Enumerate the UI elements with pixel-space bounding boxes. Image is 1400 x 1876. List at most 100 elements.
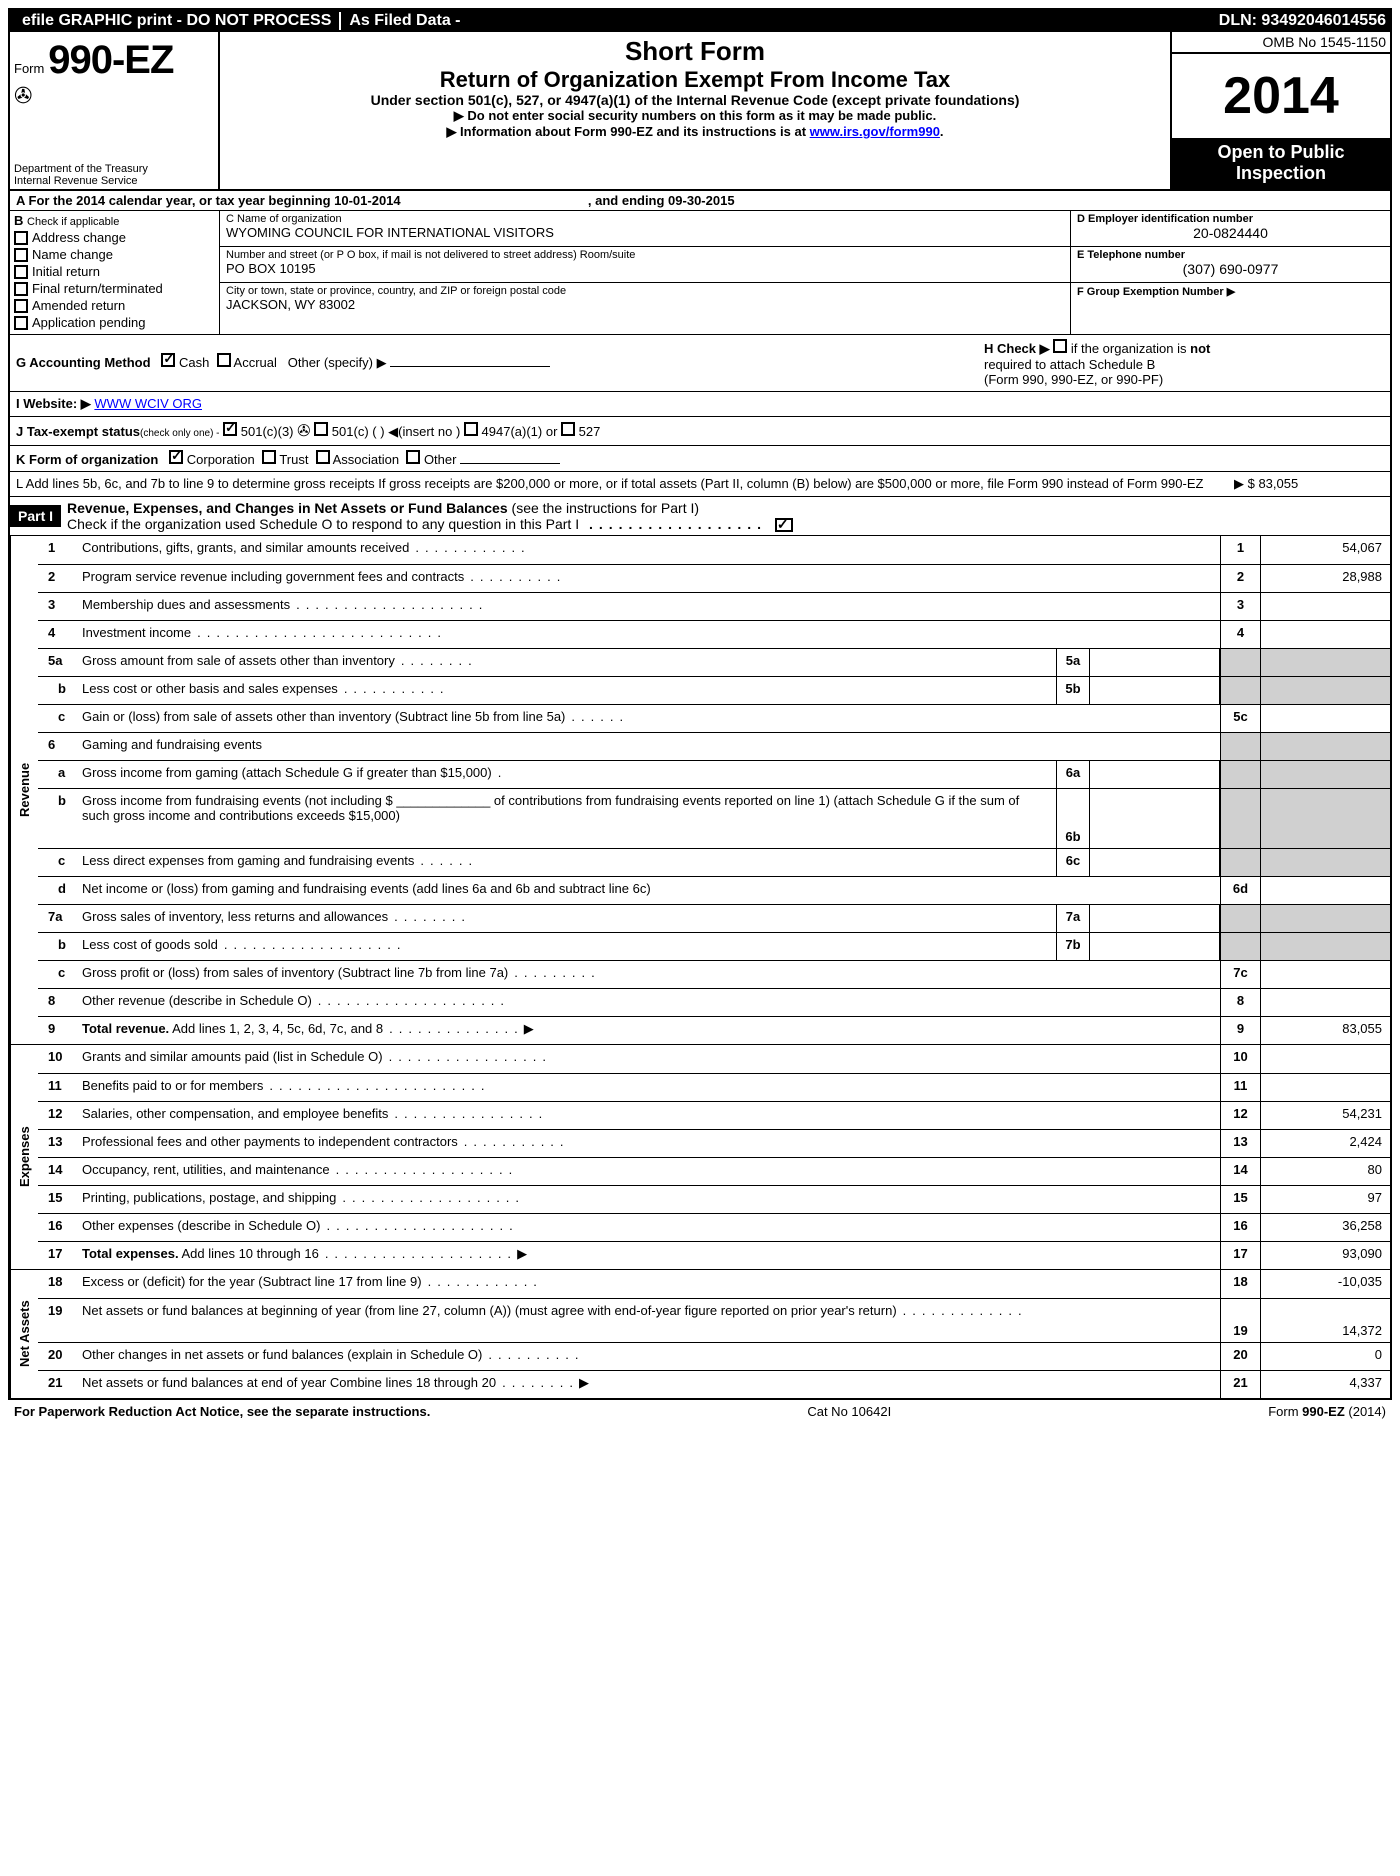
org-name-cell: C Name of organization WYOMING COUNCIL F… <box>220 211 1070 247</box>
checkbox-icon[interactable] <box>14 299 28 313</box>
footer-left: For Paperwork Reduction Act Notice, see … <box>14 1404 430 1419</box>
line-17: 17 Total expenses. Add lines 10 through … <box>38 1241 1390 1269</box>
part1-label: Part I <box>10 505 61 527</box>
line-5c: c Gain or (loss) from sale of assets oth… <box>38 704 1390 732</box>
street-cell: Number and street (or P O box, if mail i… <box>220 247 1070 283</box>
checkbox-h[interactable] <box>1053 339 1067 353</box>
note-info-pre: ▶ Information about Form 990-EZ and its … <box>446 124 809 139</box>
h-post1: if the organization is <box>1071 341 1187 356</box>
line-4: 4 Investment income.....................… <box>38 620 1390 648</box>
section-j: J Tax-exempt status(check only one) - 50… <box>10 417 1390 446</box>
checkbox-501c[interactable] <box>314 422 328 436</box>
line-10: 10 Grants and similar amounts paid (list… <box>38 1045 1390 1073</box>
checkbox-icon[interactable] <box>14 316 28 330</box>
dln-label: DLN: 93492046014556 <box>1219 12 1386 30</box>
topbar: efile GRAPHIC print - DO NOT PROCESS As … <box>10 10 1390 32</box>
line-7c: c Gross profit or (loss) from sales of i… <box>38 960 1390 988</box>
grp-cell: F Group Exemption Number ▶ <box>1071 283 1390 319</box>
g-accrual: Accrual <box>234 355 277 370</box>
line-5b: b Less cost or other basis and sales exp… <box>38 676 1390 704</box>
checkbox-icon[interactable] <box>14 265 28 279</box>
form-title: Return of Organization Exempt From Incom… <box>230 67 1160 92</box>
line-7a: 7a Gross sales of inventory, less return… <box>38 904 1390 932</box>
asfiled-label: As Filed Data - <box>341 12 468 30</box>
l-amount: ▶ $ 83,055 <box>1224 476 1384 492</box>
g-other: Other (specify) ▶ <box>288 355 387 370</box>
col-b-subtitle: Check if applicable <box>27 216 119 228</box>
line-7b: b Less cost of goods sold...............… <box>38 932 1390 960</box>
part1-title-sub: (see the instructions for Part I) <box>512 500 700 516</box>
org-name-value: WYOMING COUNCIL FOR INTERNATIONAL VISITO… <box>226 225 1064 240</box>
omb-number: OMB No 1545-1150 <box>1172 32 1390 54</box>
footer-right: Form 990-EZ (2014) <box>1268 1404 1386 1419</box>
chk-name: Name change <box>14 247 215 262</box>
checkbox-other[interactable] <box>406 450 420 464</box>
checkbox-corp[interactable] <box>169 450 183 464</box>
form-container: efile GRAPHIC print - DO NOT PROCESS As … <box>8 8 1392 1400</box>
open-line2: Inspection <box>1236 163 1326 183</box>
form-number: 990-EZ <box>48 38 173 82</box>
checkbox-icon[interactable] <box>14 231 28 245</box>
street-label: Number and street (or P O box, if mail i… <box>226 249 1064 261</box>
netassets-lines: 18 Excess or (deficit) for the year (Sub… <box>38 1270 1390 1398</box>
city-value: JACKSON, WY 83002 <box>226 297 1064 312</box>
checkbox-cash[interactable] <box>161 353 175 367</box>
vtab-revenue: Revenue <box>10 536 38 1044</box>
checkbox-schedule-o[interactable] <box>775 518 793 532</box>
k-opt3: Association <box>333 452 399 467</box>
line-12: 12 Salaries, other compensation, and emp… <box>38 1101 1390 1129</box>
ein-label: D Employer identification number <box>1077 213 1384 225</box>
section-gh: G Accounting Method Cash Accrual Other (… <box>10 335 1390 392</box>
j-sub: (check only one) - <box>140 428 219 439</box>
info-row: B Check if applicable Address change Nam… <box>10 211 1390 335</box>
h-pre: H Check ▶ <box>984 341 1050 356</box>
row-a-pre: A For the 2014 calendar year, or tax yea… <box>16 193 401 208</box>
checkbox-icon[interactable] <box>14 248 28 262</box>
checkbox-527[interactable] <box>561 422 575 436</box>
line-5a: 5a Gross amount from sale of assets othe… <box>38 648 1390 676</box>
h-line3: (Form 990, 990-EZ, or 990-PF) <box>984 372 1163 387</box>
website-link[interactable]: WWW WCIV ORG <box>94 396 202 411</box>
row-a-mid: , and ending 09-30-2015 <box>588 193 735 208</box>
checkbox-accrual[interactable] <box>217 353 231 367</box>
g-label: G Accounting Method <box>16 355 151 370</box>
j-opt4: 527 <box>579 424 601 439</box>
street-value: PO BOX 10195 <box>226 261 1064 276</box>
tel-cell: E Telephone number (307) 690-0977 <box>1071 247 1390 283</box>
open-inspection: Open to Public Inspection <box>1172 138 1390 189</box>
part1-header-row: Part I Revenue, Expenses, and Changes in… <box>10 497 1390 536</box>
netassets-section: Net Assets 18 Excess or (deficit) for th… <box>10 1270 1390 1398</box>
j-opt3: 4947(a)(1) or <box>482 424 558 439</box>
ein-cell: D Employer identification number 20-0824… <box>1071 211 1390 247</box>
section-g: G Accounting Method Cash Accrual Other (… <box>16 339 550 371</box>
line-1: 1 Contributions, gifts, grants, and simi… <box>38 536 1390 564</box>
revenue-lines: 1 Contributions, gifts, grants, and simi… <box>38 536 1390 1044</box>
city-label: City or town, state or province, country… <box>226 285 1064 297</box>
checkbox-icon[interactable] <box>14 282 28 296</box>
revenue-section: Revenue 1 Contributions, gifts, grants, … <box>10 536 1390 1045</box>
line-8: 8 Other revenue (describe in Schedule O)… <box>38 988 1390 1016</box>
section-k: K Form of organization Corporation Trust… <box>10 446 1390 472</box>
row-a: A For the 2014 calendar year, or tax yea… <box>10 191 1390 211</box>
k-opt2: Trust <box>279 452 308 467</box>
irs-seal-icon: ✇ <box>297 423 310 440</box>
efile-icon: ✇ <box>14 83 214 109</box>
line-9: 9 Total revenue. Add lines 1, 2, 3, 4, 5… <box>38 1016 1390 1044</box>
part1-checkline: Check if the organization used Schedule … <box>67 516 579 532</box>
city-cell: City or town, state or province, country… <box>220 283 1070 319</box>
short-form-label: Short Form <box>230 36 1160 67</box>
j-opt1: 501(c)(3) <box>241 424 294 439</box>
section-i: I Website: ▶ WWW WCIV ORG <box>10 392 1390 417</box>
k-opt1: Corporation <box>187 452 255 467</box>
checkbox-4947[interactable] <box>464 422 478 436</box>
vtab-netassets: Net Assets <box>10 1270 38 1398</box>
checkbox-trust[interactable] <box>262 450 276 464</box>
irs-link[interactable]: www.irs.gov/form990 <box>810 124 940 139</box>
checkbox-501c3[interactable] <box>223 422 237 436</box>
chk-initial: Initial return <box>14 264 215 279</box>
section-l: L Add lines 5b, 6c, and 7b to line 9 to … <box>10 472 1390 497</box>
tel-value: (307) 690-0977 <box>1077 261 1384 277</box>
checkbox-assoc[interactable] <box>316 450 330 464</box>
h-line2: required to attach Schedule B <box>984 357 1155 372</box>
grp-label: F Group Exemption Number ▶ <box>1077 285 1384 298</box>
